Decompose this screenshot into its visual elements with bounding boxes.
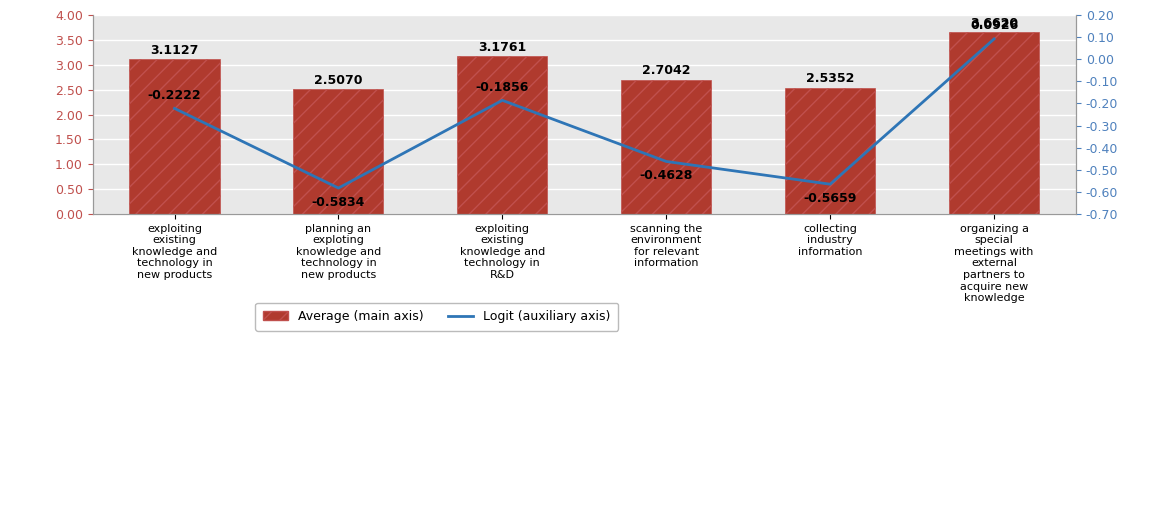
Text: 2.7042: 2.7042 (642, 64, 691, 77)
Bar (130, 60, 220, 214)
Text: -0.4628: -0.4628 (640, 169, 693, 182)
Text: 3.6620: 3.6620 (970, 17, 1018, 30)
Text: 0.0926: 0.0926 (970, 19, 1018, 33)
Logit (auxiliary axis) (332, 185, 346, 191)
Bar (621, 79, 712, 214)
Bar (949, 32, 1039, 214)
Bar (786, 88, 875, 214)
Logit (auxiliary axis) (495, 97, 509, 103)
Text: 3.1761: 3.1761 (478, 41, 526, 53)
Text: -0.5659: -0.5659 (803, 192, 857, 205)
Text: -0.2222: -0.2222 (148, 89, 201, 102)
Logit (auxiliary axis) (824, 181, 838, 187)
Legend: Average (main axis), Logit (auxiliary axis): Average (main axis), Logit (auxiliary ax… (256, 303, 618, 331)
Text: -0.5834: -0.5834 (311, 196, 366, 209)
Text: -0.1856: -0.1856 (476, 81, 529, 94)
Text: 2.5070: 2.5070 (315, 74, 362, 87)
Text: 3.1127: 3.1127 (150, 44, 199, 57)
Line: Logit (auxiliary axis): Logit (auxiliary axis) (175, 39, 994, 188)
Bar (294, 90, 383, 214)
Text: 2.5352: 2.5352 (806, 72, 854, 86)
Logit (auxiliary axis) (659, 158, 673, 164)
Logit (auxiliary axis) (987, 36, 1001, 42)
Bar (457, 56, 547, 214)
Logit (auxiliary axis) (168, 105, 182, 111)
